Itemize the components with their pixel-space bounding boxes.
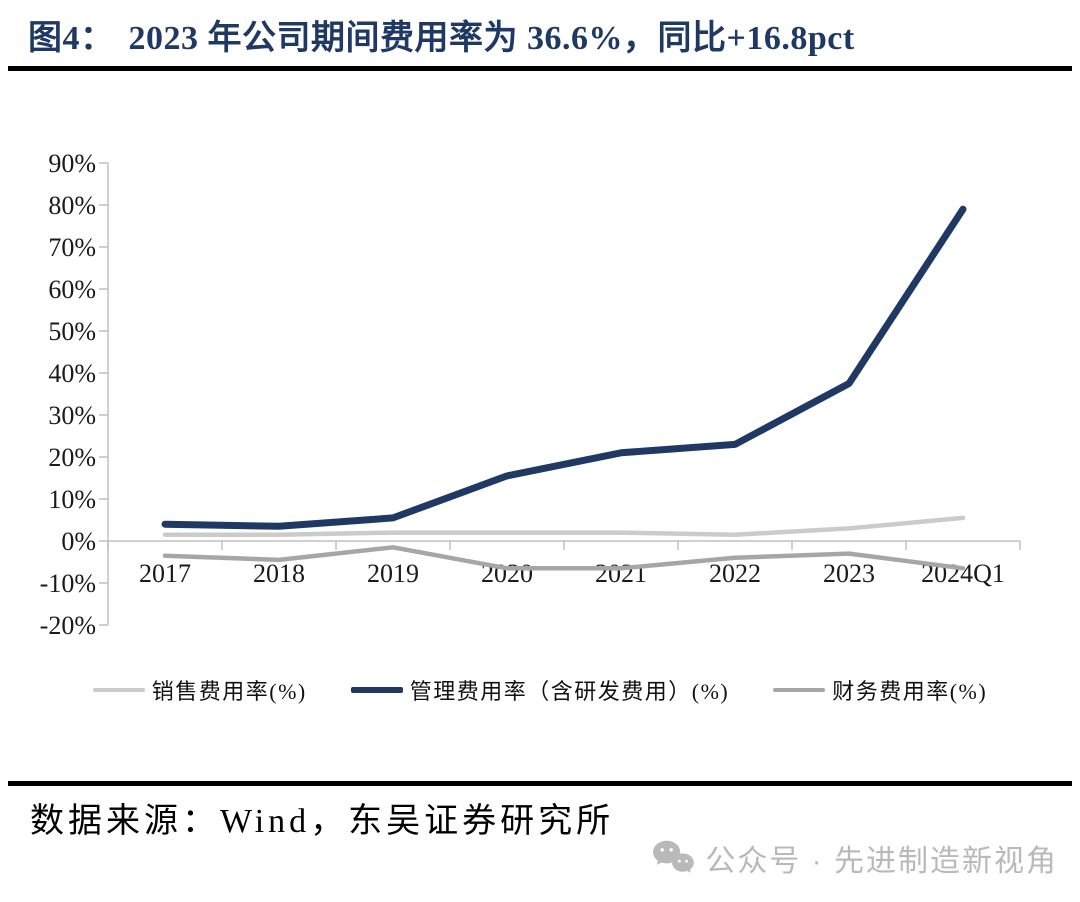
chart-legend: 销售费用率(%) 管理费用率（含研发费用）(%) 财务费用率(%)	[0, 670, 1080, 710]
figure-label: 图4：	[28, 20, 115, 57]
y-tick-label: 50%	[48, 317, 96, 346]
x-tick-label: 2017	[139, 559, 191, 588]
legend-swatch-sales	[92, 688, 145, 692]
chart: 90% 80% 70% 60% 50% 40% 30% 20% 10% 0% -10% -20% 201…	[0, 90, 1080, 665]
y-tick-label: 10%	[48, 485, 96, 514]
title-divider	[8, 66, 1072, 71]
y-tick-label: 80%	[48, 191, 96, 220]
series-line-1	[161, 205, 967, 530]
y-tick-label: 40%	[48, 359, 96, 388]
x-tick-label: 2018	[253, 559, 305, 588]
x-tick-label: 2023	[823, 559, 875, 588]
legend-swatch-management	[350, 687, 403, 693]
legend-label-sales: 销售费用率(%)	[151, 679, 307, 704]
y-tick-label: -20%	[40, 611, 96, 640]
x-tick-label: 2019	[367, 559, 419, 588]
legend-swatch-financial	[773, 688, 826, 692]
legend-label-financial: 财务费用率(%)	[832, 679, 988, 704]
x-tick-label: 2022	[709, 559, 761, 588]
legend-label-management: 管理费用率（含研发费用）(%)	[409, 679, 730, 704]
x-tick-label: 2021	[595, 559, 647, 588]
footer-divider	[8, 781, 1072, 786]
y-tick-label: 30%	[48, 401, 96, 430]
y-tick-label: 20%	[48, 443, 96, 472]
data-source: 数据来源：Wind，东吴证券研究所	[30, 803, 615, 840]
legend-item-sales: 销售费用率(%)	[92, 674, 307, 706]
y-tick-label: 70%	[48, 233, 96, 262]
y-tick-label: -10%	[40, 569, 96, 598]
y-tick-label: 0%	[61, 527, 96, 556]
wechat-icon	[653, 840, 695, 873]
figure-title-text: 2023 年公司期间费用率为 36.6%，同比+16.8pct	[128, 20, 855, 57]
series-line-0	[162, 515, 966, 537]
figure-title: 图4： 2023 年公司期间费用率为 36.6%，同比+16.8pct	[28, 10, 1060, 59]
watermark: 公众号 · 先进制造新视角	[651, 836, 1058, 880]
series-line-2	[162, 545, 966, 571]
legend-item-financial: 财务费用率(%)	[773, 674, 987, 706]
legend-item-management: 管理费用率（含研发费用）(%)	[350, 674, 730, 706]
line-chart-canvas: 90% 80% 70% 60% 50% 40% 30% 20% 10% 0% -10% -20% 201…	[40, 149, 1021, 640]
y-tick-label: 90%	[48, 149, 96, 178]
y-tick-label: 60%	[48, 275, 96, 304]
watermark-text: 公众号 · 先进制造新视角	[705, 845, 1058, 878]
